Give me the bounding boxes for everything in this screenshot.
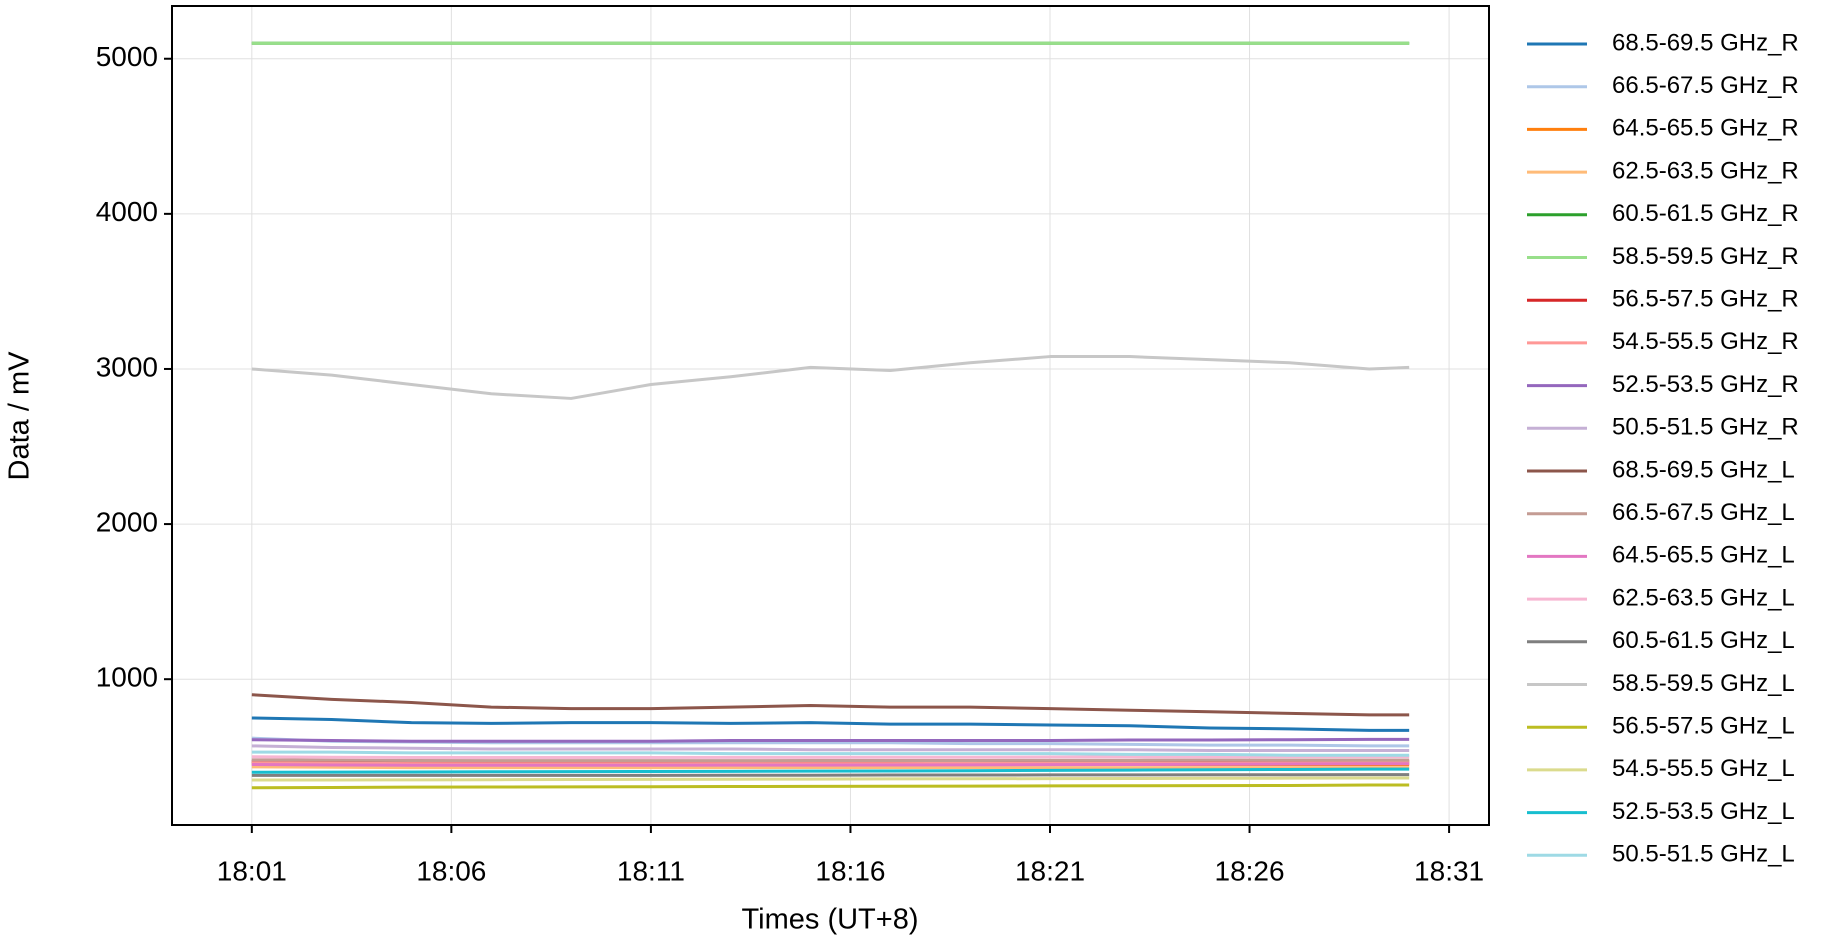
x-tick-label: 18:31	[1414, 855, 1484, 886]
series-line	[251, 776, 1410, 782]
legend: 68.5-69.5 GHz_R 66.5-67.5 GHz_R 64.5-65.5 …	[1527, 29, 1799, 868]
series-line	[251, 767, 1410, 774]
y-tick-label: 2000	[96, 506, 158, 537]
legend-label: 56.5-57.5 GHz_L	[1612, 713, 1795, 740]
legend-label: 56.5-57.5 GHz_R	[1612, 286, 1799, 313]
x-tick-label: 18:26	[1215, 855, 1285, 886]
series-line	[251, 755, 1410, 760]
x-tick-label: 18:21	[1015, 855, 1085, 886]
series-line	[251, 750, 1410, 757]
x-tick-label: 18:16	[815, 855, 885, 886]
y-axis-label: Data / mV	[4, 351, 36, 481]
series-line	[251, 762, 1410, 767]
lines	[251, 41, 1410, 790]
legend-label: 52.5-53.5 GHz_R	[1612, 371, 1799, 398]
axes: 1000 2000 3000 4000 5000 18:01 18:06 18:11 18:16…	[96, 41, 1484, 886]
legend-label: 54.5-55.5 GHz_L	[1612, 755, 1795, 782]
legend-label: 68.5-69.5 GHz_L	[1612, 456, 1795, 483]
series-line	[251, 693, 1410, 717]
y-tick-label: 1000	[96, 662, 158, 693]
series-line	[251, 773, 1410, 777]
legend-label: 50.5-51.5 GHz_R	[1612, 414, 1799, 441]
series-line	[251, 765, 1410, 770]
x-tick-label: 18:11	[617, 855, 685, 886]
y-tick-label: 3000	[96, 351, 158, 382]
legend-label: 60.5-61.5 GHz_L	[1612, 627, 1795, 654]
legend-label: 60.5-61.5 GHz_R	[1612, 200, 1799, 227]
plot-frame	[171, 5, 1490, 826]
legend-label: 66.5-67.5 GHz_R	[1612, 72, 1799, 99]
legend-label: 50.5-51.5 GHz_L	[1612, 841, 1795, 868]
legend-label: 62.5-63.5 GHz_L	[1612, 584, 1795, 611]
legend-label: 54.5-55.5 GHz_R	[1612, 328, 1799, 355]
grid	[172, 6, 1489, 825]
x-axis-label: Times (UT+8)	[742, 904, 919, 936]
legend-label: 64.5-65.5 GHz_R	[1612, 115, 1799, 142]
legend-label: 52.5-53.5 GHz_L	[1612, 798, 1795, 825]
y-tick-label: 5000	[96, 41, 158, 72]
x-tick-label: 18:06	[416, 855, 486, 886]
series-line	[251, 783, 1410, 790]
x-tick-label: 18:01	[217, 855, 287, 886]
legend-label: 64.5-65.5 GHz_L	[1612, 542, 1795, 569]
series-line	[251, 716, 1410, 732]
legend-label: 58.5-59.5 GHz_R	[1612, 243, 1799, 270]
legend-label: 68.5-69.5 GHz_R	[1612, 29, 1799, 56]
legend-label: 66.5-67.5 GHz_L	[1612, 499, 1795, 526]
y-tick-label: 4000	[96, 196, 158, 227]
legend-label: 58.5-59.5 GHz_L	[1612, 670, 1795, 697]
series-line	[251, 744, 1410, 753]
series-line	[251, 737, 1410, 743]
series-line	[251, 758, 1410, 763]
series-line	[251, 355, 1410, 400]
legend-label: 62.5-63.5 GHz_R	[1612, 157, 1799, 184]
